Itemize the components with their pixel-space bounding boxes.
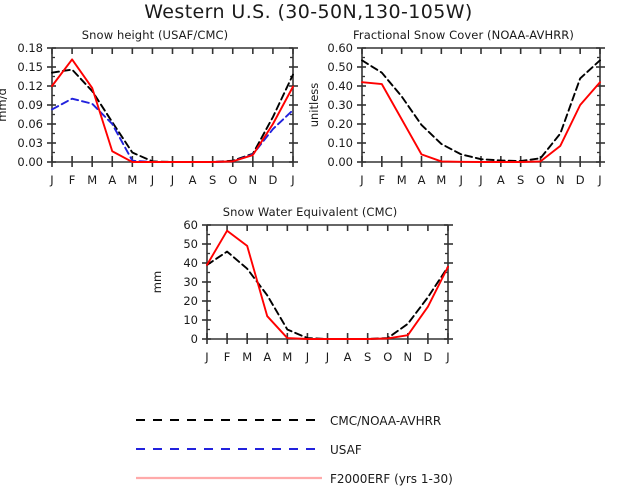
y-tick-label: 0.03 bbox=[17, 136, 43, 150]
y-tick-label: 0.09 bbox=[17, 98, 43, 112]
legend: CMC/NOAA-AVHRR USAF F2000ERF (yrs 1-30) bbox=[134, 412, 494, 486]
y-tick-label: 0 bbox=[191, 332, 198, 346]
panel-title-snow-water-equivalent: Snow Water Equivalent (CMC) bbox=[222, 205, 398, 219]
legend-swatch-cmc-noaa-avhrr bbox=[136, 419, 322, 421]
x-tick-label: J bbox=[305, 350, 309, 364]
y-tick-label: 0.12 bbox=[17, 79, 43, 93]
plot-snow-height: 0.000.030.060.090.120.150.18J F M A M J J A S O N D… bbox=[0, 41, 298, 187]
panel-snow-height: Snow height (USAF/CMC) 0.00 0.03 0.06 0.09 0… bbox=[0, 28, 310, 193]
series-line bbox=[361, 81, 601, 163]
x-tick-label: O bbox=[228, 173, 237, 187]
x-tick-label: J bbox=[49, 173, 53, 187]
series-line bbox=[51, 58, 294, 163]
x-tick-label: A bbox=[418, 173, 426, 187]
x-tick-label: M bbox=[242, 350, 252, 364]
x-tick-label: J bbox=[204, 350, 208, 364]
y-tick-label: 0.50 bbox=[327, 60, 353, 74]
x-tick-label: J bbox=[290, 173, 294, 187]
x-tick-label: A bbox=[497, 173, 505, 187]
y-tick-label: 0.60 bbox=[327, 41, 353, 55]
y-tick-label: 10 bbox=[183, 313, 198, 327]
legend-label-usaf: USAF bbox=[330, 443, 362, 457]
panel-fractional-snow-cover: Fractional Snow Cover (NOAA-AVHRR) 0.00 0… bbox=[307, 28, 617, 193]
x-tick-label: A bbox=[263, 350, 271, 364]
plot-fractional-snow-cover: 0.000.100.200.300.400.500.60J F M A M J J A S O N D… bbox=[307, 41, 605, 187]
legend-label-f2000erf: F2000ERF (yrs 1-30) bbox=[330, 472, 453, 486]
series-line bbox=[361, 59, 601, 163]
y-axis-label: unitless bbox=[307, 83, 321, 128]
x-tick-label: A bbox=[189, 173, 197, 187]
x-tick-label: F bbox=[224, 350, 231, 364]
panel-title-snow-height: Snow height (USAF/CMC) bbox=[81, 28, 229, 42]
y-tick-label: 0.06 bbox=[17, 117, 43, 131]
x-tick-label: F bbox=[69, 173, 76, 187]
y-tick-label: 0.10 bbox=[327, 136, 353, 150]
x-tick-label: J bbox=[325, 350, 329, 364]
y-axis-label: mm/d bbox=[0, 88, 9, 122]
x-tick-label: N bbox=[404, 350, 413, 364]
y-axis-label: mm bbox=[150, 271, 164, 293]
y-tick-label: 0.30 bbox=[327, 98, 353, 112]
x-tick-label: M bbox=[436, 173, 446, 187]
x-tick-label: J bbox=[170, 173, 174, 187]
y-tick-label: 0.20 bbox=[327, 117, 353, 131]
series-line bbox=[51, 97, 294, 163]
x-tick-label: M bbox=[127, 173, 137, 187]
x-tick-label: J bbox=[478, 173, 482, 187]
y-tick-label: 0.00 bbox=[327, 155, 353, 169]
x-tick-label: A bbox=[344, 350, 352, 364]
x-tick-label: M bbox=[87, 173, 97, 187]
series-line bbox=[206, 229, 449, 340]
x-tick-label: J bbox=[458, 173, 462, 187]
x-tick-label: S bbox=[209, 173, 216, 187]
y-tick-label: 40 bbox=[183, 256, 198, 270]
legend-swatch-f2000erf bbox=[136, 476, 322, 480]
x-tick-label: F bbox=[379, 173, 386, 187]
y-tick-label: 0.15 bbox=[17, 60, 43, 74]
x-tick-label: O bbox=[383, 350, 392, 364]
x-tick-label: S bbox=[517, 173, 524, 187]
panel-snow-water-equivalent: Snow Water Equivalent (CMC) 0 10 20 30 40 50 6… bbox=[150, 205, 465, 370]
y-tick-label: 60 bbox=[183, 218, 198, 232]
y-tick-label: 0.40 bbox=[327, 79, 353, 93]
series-line bbox=[206, 250, 449, 340]
legend-swatch-usaf bbox=[136, 448, 322, 450]
x-tick-label: D bbox=[423, 350, 432, 364]
y-tick-label: 50 bbox=[183, 237, 198, 251]
y-tick-label: 20 bbox=[183, 294, 198, 308]
x-tick-label: O bbox=[536, 173, 545, 187]
x-tick-label: S bbox=[364, 350, 371, 364]
legend-label-cmc-noaa-avhrr: CMC/NOAA-AVHRR bbox=[330, 414, 442, 428]
x-tick-label: D bbox=[268, 173, 277, 187]
x-tick-label: J bbox=[597, 173, 601, 187]
x-tick-label: N bbox=[249, 173, 258, 187]
x-tick-label: N bbox=[556, 173, 565, 187]
x-tick-label: D bbox=[576, 173, 585, 187]
x-tick-label: A bbox=[108, 173, 116, 187]
x-tick-label: J bbox=[359, 173, 363, 187]
x-tick-label: J bbox=[150, 173, 154, 187]
x-tick-label: M bbox=[282, 350, 292, 364]
y-tick-label: 0.00 bbox=[17, 155, 43, 169]
y-tick-label: 0.18 bbox=[17, 41, 43, 55]
x-tick-label: M bbox=[397, 173, 407, 187]
panel-title-fractional-snow-cover: Fractional Snow Cover (NOAA-AVHRR) bbox=[353, 28, 574, 42]
figure-title: Western U.S. (30-50N,130-105W) bbox=[144, 1, 473, 23]
x-tick-label: J bbox=[445, 350, 449, 364]
y-tick-label: 30 bbox=[183, 275, 198, 289]
